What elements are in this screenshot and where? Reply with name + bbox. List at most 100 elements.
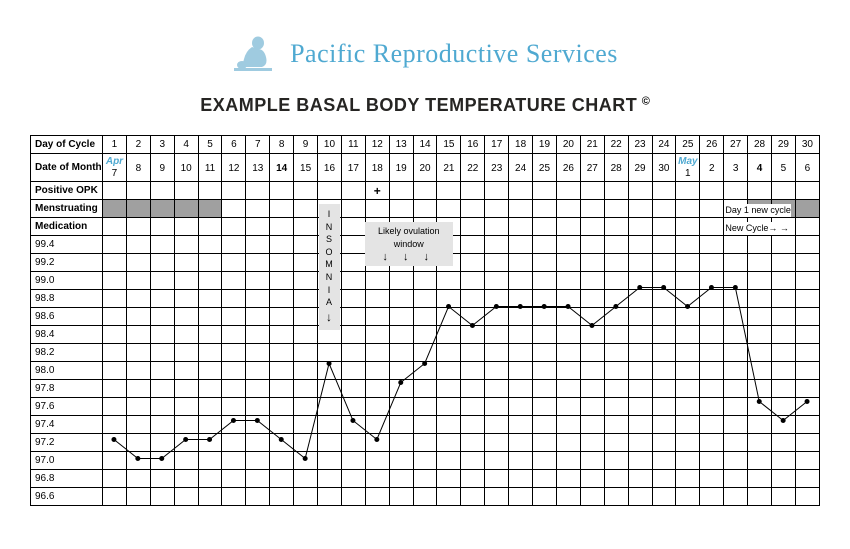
grid-cell bbox=[533, 344, 557, 362]
grid-cell bbox=[198, 470, 222, 488]
grid-cell bbox=[461, 218, 485, 236]
new-cycle-arrow-note: New Cycle→ → bbox=[725, 222, 789, 235]
grid-cell bbox=[198, 290, 222, 308]
grid-cell bbox=[103, 308, 127, 326]
grid-cell bbox=[652, 488, 676, 506]
grid-cell bbox=[604, 344, 628, 362]
grid-cell bbox=[771, 452, 795, 470]
grid-cell bbox=[341, 488, 365, 506]
grid-cell bbox=[485, 452, 509, 470]
grid-cell bbox=[485, 362, 509, 380]
grid-cell bbox=[222, 488, 246, 506]
grid-cell bbox=[341, 182, 365, 200]
grid-cell: 22 bbox=[604, 136, 628, 154]
grid-cell bbox=[198, 380, 222, 398]
grid-cell bbox=[365, 362, 389, 380]
grid-cell bbox=[270, 326, 294, 344]
grid-cell bbox=[556, 200, 580, 218]
grid-cell bbox=[533, 182, 557, 200]
grid-cell bbox=[126, 380, 150, 398]
grid-cell: 19 bbox=[533, 136, 557, 154]
grid-cell bbox=[748, 254, 772, 272]
grid-cell bbox=[485, 272, 509, 290]
grid-cell bbox=[174, 344, 198, 362]
grid-cell bbox=[556, 290, 580, 308]
grid-cell bbox=[628, 326, 652, 344]
bbt-grid: Day of Cycle1234567891011121314151617181… bbox=[30, 135, 820, 506]
grid-cell bbox=[580, 398, 604, 416]
grid-cell bbox=[341, 308, 365, 326]
grid-cell bbox=[795, 236, 819, 254]
grid-cell bbox=[604, 182, 628, 200]
grid-cell bbox=[748, 434, 772, 452]
grid-cell bbox=[246, 290, 270, 308]
grid-cell bbox=[294, 488, 318, 506]
grid-cell bbox=[724, 344, 748, 362]
grid-cell bbox=[294, 362, 318, 380]
grid-cell bbox=[246, 470, 270, 488]
grid-cell bbox=[222, 470, 246, 488]
grid-cell bbox=[580, 470, 604, 488]
grid-cell bbox=[341, 200, 365, 218]
row-label: 97.2 bbox=[31, 434, 103, 452]
grid-cell bbox=[652, 254, 676, 272]
grid-cell: 11 bbox=[341, 136, 365, 154]
grid-cell: 25 bbox=[533, 154, 557, 182]
grid-cell bbox=[103, 200, 127, 218]
grid-cell: 21 bbox=[580, 136, 604, 154]
grid-cell bbox=[437, 200, 461, 218]
grid-cell bbox=[341, 236, 365, 254]
grid-cell bbox=[413, 416, 437, 434]
grid-cell bbox=[628, 218, 652, 236]
grid-cell bbox=[748, 182, 772, 200]
grid-cell bbox=[365, 434, 389, 452]
grid-cell bbox=[389, 380, 413, 398]
grid-cell bbox=[580, 254, 604, 272]
grid-cell bbox=[437, 290, 461, 308]
grid-cell bbox=[795, 308, 819, 326]
grid-cell bbox=[413, 470, 437, 488]
grid-cell bbox=[103, 470, 127, 488]
grid-cell bbox=[748, 398, 772, 416]
grid-cell bbox=[270, 290, 294, 308]
row-label: 99.2 bbox=[31, 254, 103, 272]
grid-cell bbox=[556, 254, 580, 272]
grid-cell bbox=[389, 488, 413, 506]
grid-cell bbox=[437, 326, 461, 344]
grid-cell: 4 bbox=[174, 136, 198, 154]
grid-cell bbox=[437, 308, 461, 326]
grid-cell bbox=[676, 362, 700, 380]
grid-cell bbox=[724, 290, 748, 308]
grid-cell bbox=[604, 398, 628, 416]
grid-cell bbox=[126, 362, 150, 380]
grid-cell bbox=[771, 236, 795, 254]
grid-cell bbox=[126, 398, 150, 416]
grid-cell bbox=[126, 254, 150, 272]
copyright-mark: © bbox=[642, 96, 650, 108]
grid-cell bbox=[365, 470, 389, 488]
grid-cell bbox=[174, 326, 198, 344]
grid-cell bbox=[533, 218, 557, 236]
grid-cell bbox=[318, 416, 342, 434]
grid-cell: 19 bbox=[389, 154, 413, 182]
grid-cell bbox=[676, 236, 700, 254]
grid-cell bbox=[676, 434, 700, 452]
grid-cell bbox=[126, 290, 150, 308]
row-label: 98.0 bbox=[31, 362, 103, 380]
grid-cell bbox=[198, 416, 222, 434]
grid-cell bbox=[509, 380, 533, 398]
grid-cell bbox=[341, 434, 365, 452]
grid-cell bbox=[222, 290, 246, 308]
grid-cell bbox=[437, 434, 461, 452]
grid-cell bbox=[365, 398, 389, 416]
grid-cell bbox=[604, 326, 628, 344]
grid-cell bbox=[341, 326, 365, 344]
grid-cell bbox=[724, 470, 748, 488]
grid-cell bbox=[771, 272, 795, 290]
grid-cell bbox=[294, 344, 318, 362]
grid-cell bbox=[270, 470, 294, 488]
grid-cell bbox=[509, 272, 533, 290]
grid-cell bbox=[580, 200, 604, 218]
grid-cell bbox=[556, 398, 580, 416]
grid-cell bbox=[365, 452, 389, 470]
